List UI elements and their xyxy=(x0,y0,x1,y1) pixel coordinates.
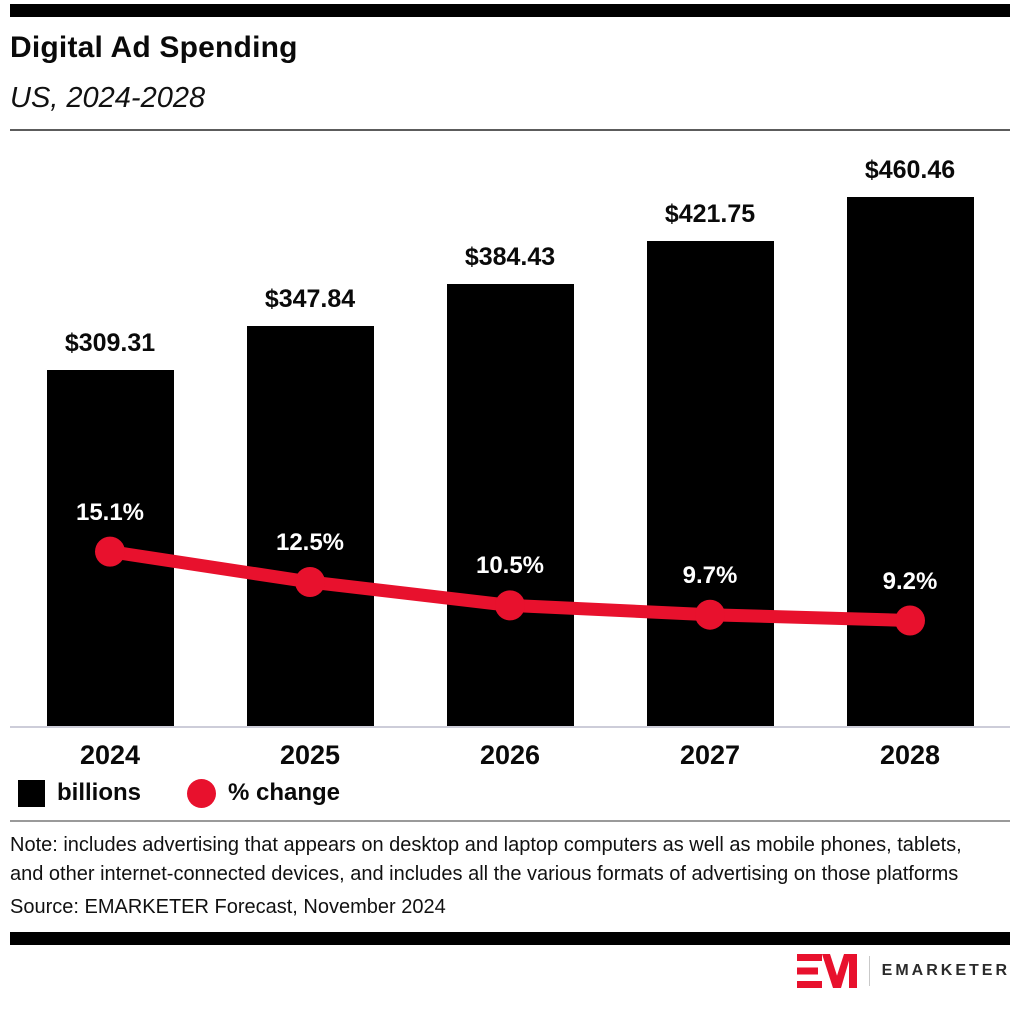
x-axis: 2024 2025 2026 2027 2028 xyxy=(10,728,1010,772)
legend-item-billions: billions xyxy=(18,779,141,807)
x-tick-2024: 2024 xyxy=(79,740,141,770)
bottom-black-bar xyxy=(10,932,1010,945)
bar-2026 xyxy=(446,284,574,726)
bar-2025 xyxy=(246,326,374,726)
bar-value-label-2026: $384.43 xyxy=(464,243,556,272)
bar-value-label-2027: $421.75 xyxy=(664,200,756,229)
emarketer-logo-icon xyxy=(796,954,857,988)
bar-value-label-2028: $460.46 xyxy=(864,155,956,184)
bar-2028 xyxy=(846,196,974,726)
x-tick-2027: 2027 xyxy=(679,740,741,770)
pct-change-line xyxy=(95,536,925,636)
billions-swatch-icon xyxy=(18,779,45,807)
line-dot-2028 xyxy=(895,605,925,636)
chart-legend: billions % change xyxy=(10,778,1010,808)
page-title: Digital Ad Spending xyxy=(10,31,298,64)
bar-2027 xyxy=(646,241,774,726)
bar-value-label-2024: $309.31 xyxy=(64,329,156,358)
header-divider xyxy=(10,129,1010,131)
pct-label-2025: 12.5% xyxy=(275,529,345,556)
plot-area: $309.31 15.1% $347.84 12.5% $384.43 10.5% $421… xyxy=(10,144,1010,728)
footnote-text: Note: includes advertising that appears … xyxy=(10,834,962,885)
legend-label-billions: billions xyxy=(57,779,141,806)
legend-label-pct-change: % change xyxy=(228,779,341,806)
footnote-divider xyxy=(10,820,1010,822)
legend-item-pct-change: % change xyxy=(187,778,341,808)
pct-label-2028: 9.2% xyxy=(882,567,938,595)
source-text: Source: EMARKETER Forecast, November 202… xyxy=(10,896,446,918)
pct-label-2027: 9.7% xyxy=(682,561,738,589)
top-black-bar xyxy=(10,4,1010,17)
x-tick-2026: 2026 xyxy=(479,740,541,770)
pct-label-2026: 10.5% xyxy=(475,552,545,580)
line-dot-2024 xyxy=(95,536,125,567)
line-dot-2025 xyxy=(295,567,325,597)
bar-value-label-2025: $347.84 xyxy=(264,285,356,314)
line-dot-2026 xyxy=(495,590,525,621)
footer: EMARKETER xyxy=(10,953,1010,989)
brand-wordmark: EMARKETER xyxy=(881,962,1010,979)
pct-label-2024: 15.1% xyxy=(75,498,145,526)
logo-divider xyxy=(868,956,870,986)
line-dot-2027 xyxy=(695,599,725,630)
page-subtitle: US, 2024-2028 xyxy=(10,82,206,114)
pct-change-swatch-icon xyxy=(187,778,216,808)
x-tick-2028: 2028 xyxy=(879,740,941,770)
x-tick-2025: 2025 xyxy=(279,740,341,770)
